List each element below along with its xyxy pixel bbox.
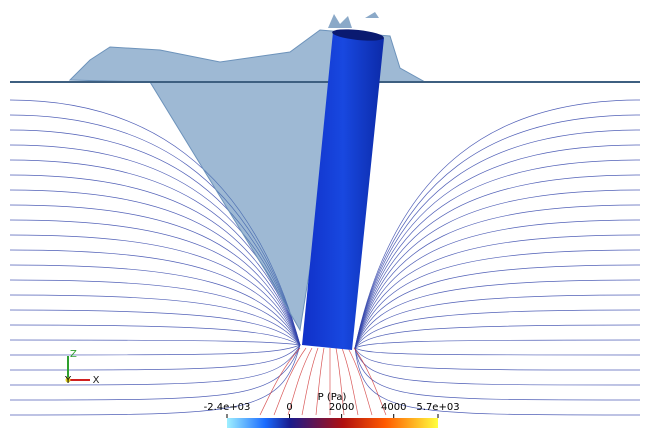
streamline — [355, 145, 640, 348]
axis-label: Y — [64, 375, 72, 386]
tick-label: -2.4e+03 — [204, 402, 251, 413]
streamline — [355, 190, 640, 348]
streamline — [10, 345, 300, 415]
streamline — [10, 345, 300, 385]
streamline — [10, 345, 300, 355]
axis-label: X — [93, 375, 100, 386]
tick-label: 0 — [286, 402, 292, 413]
orientation-axes: Z Y X — [64, 349, 100, 386]
streamline — [10, 340, 300, 345]
color-bar — [227, 418, 438, 428]
streamline — [355, 348, 640, 355]
streamline — [355, 130, 640, 348]
streamline — [355, 235, 640, 348]
streamline — [316, 348, 324, 415]
streamline — [355, 325, 640, 348]
axis-label: Z — [70, 349, 77, 360]
tick-label: 2000 — [329, 402, 354, 413]
streamline — [355, 340, 640, 348]
splash — [328, 12, 379, 28]
streamline — [10, 250, 300, 345]
streamline — [355, 265, 640, 348]
streamline — [10, 295, 300, 345]
streamline — [355, 348, 640, 370]
render-view: Z Y X P (Pa) -2.4e+030200040005.7e+03 — [0, 0, 650, 434]
streamline — [355, 115, 640, 348]
streamline — [355, 348, 640, 400]
streamline — [355, 100, 640, 348]
streamline — [10, 345, 300, 400]
streamline — [302, 348, 318, 415]
tick-label: 5.7e+03 — [416, 402, 459, 413]
streamline — [355, 160, 640, 348]
tick-label: 4000 — [381, 402, 406, 413]
streamline — [355, 250, 640, 348]
streamline — [10, 345, 300, 370]
